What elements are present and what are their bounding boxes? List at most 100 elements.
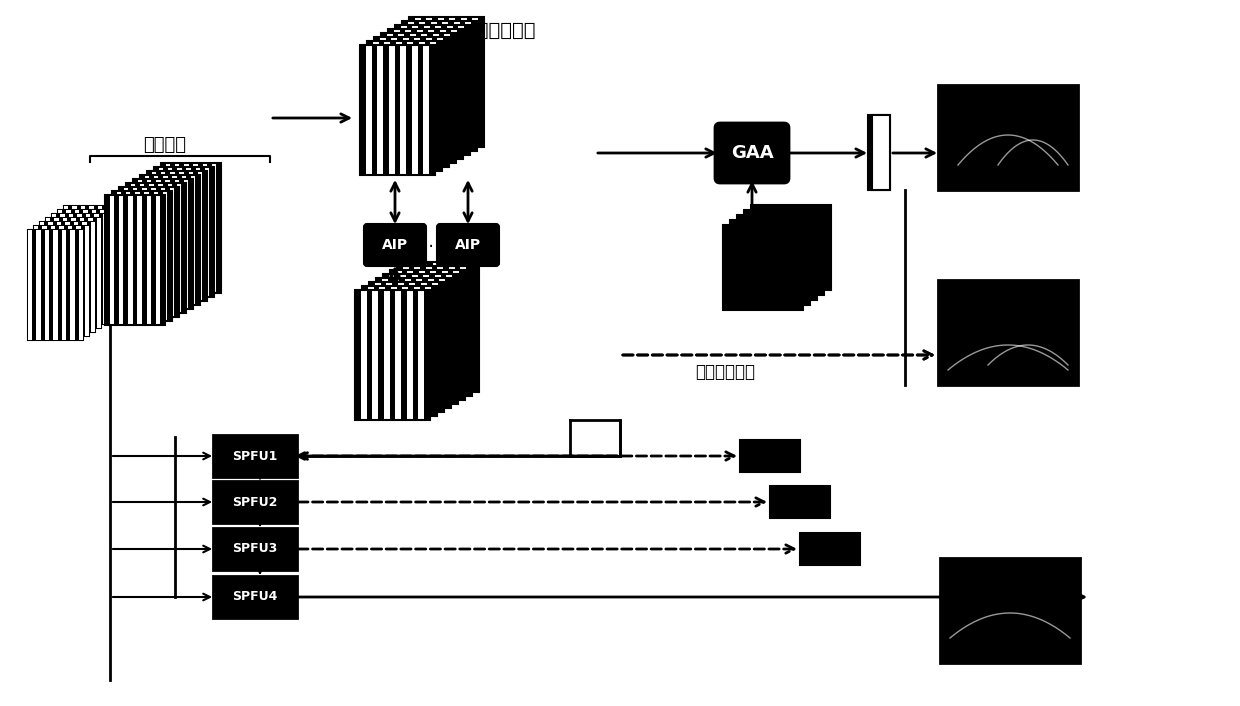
Bar (376, 278, 451, 408)
Bar (172, 183, 177, 313)
Bar (355, 290, 430, 420)
Bar (86, 214, 91, 324)
Bar (130, 191, 135, 321)
FancyBboxPatch shape (213, 435, 298, 477)
Bar (412, 29, 417, 159)
Bar (391, 41, 396, 171)
Bar (374, 37, 449, 167)
Bar (399, 278, 404, 408)
Bar (381, 33, 456, 163)
Text: SPFU1: SPFU1 (232, 450, 278, 462)
Bar (119, 187, 179, 317)
Bar (427, 282, 433, 412)
Bar (146, 187, 151, 317)
Bar (418, 25, 424, 155)
Bar (872, 115, 890, 190)
Bar (180, 163, 184, 293)
Bar (374, 37, 379, 167)
Bar (179, 179, 184, 309)
Bar (424, 41, 430, 171)
Bar (360, 45, 366, 175)
Bar (397, 266, 403, 396)
Bar (46, 218, 51, 328)
Bar (161, 163, 166, 293)
Bar (464, 25, 470, 155)
Bar (33, 226, 38, 336)
Bar (103, 214, 107, 324)
Bar (67, 210, 71, 320)
Bar (74, 210, 79, 320)
Bar (119, 187, 124, 317)
Bar (126, 183, 130, 313)
Bar (458, 29, 463, 159)
Bar (94, 214, 98, 324)
Bar (396, 25, 401, 155)
Bar (198, 163, 202, 293)
Bar (404, 262, 409, 392)
Bar (402, 21, 408, 151)
Bar (413, 290, 418, 420)
Bar (445, 29, 451, 159)
Bar (466, 266, 472, 396)
Bar (66, 222, 69, 332)
Bar (413, 270, 419, 400)
Bar (115, 206, 119, 316)
Bar (62, 230, 66, 340)
Bar (135, 183, 140, 313)
Bar (405, 274, 412, 404)
Bar (188, 179, 193, 309)
Bar (154, 167, 215, 297)
Bar (200, 167, 205, 297)
Bar (175, 171, 180, 301)
Bar (404, 33, 410, 163)
Bar (133, 179, 138, 309)
Bar (64, 206, 68, 316)
Bar (420, 266, 425, 396)
Bar (84, 226, 89, 336)
Bar (217, 163, 221, 293)
Bar (40, 222, 45, 332)
Bar (453, 25, 459, 155)
Bar (42, 226, 47, 336)
Bar (159, 191, 162, 321)
Bar (443, 266, 449, 396)
Bar (409, 17, 484, 147)
Bar (391, 270, 396, 400)
Bar (420, 37, 425, 167)
Bar (48, 222, 52, 332)
Text: GAA: GAA (730, 144, 774, 162)
Bar (170, 179, 175, 309)
Bar (444, 17, 449, 147)
Bar (149, 175, 154, 305)
Bar (415, 262, 422, 392)
Bar (107, 206, 110, 316)
Bar (378, 41, 384, 171)
Bar (159, 175, 164, 305)
Bar (29, 230, 83, 340)
Bar (372, 45, 377, 175)
Bar (397, 286, 403, 416)
Bar (181, 183, 186, 313)
Bar (737, 215, 817, 300)
Bar (432, 17, 438, 147)
Bar (744, 210, 825, 295)
Bar (58, 210, 62, 320)
Bar (53, 230, 57, 340)
Bar (57, 222, 61, 332)
Bar (141, 195, 146, 325)
Bar (453, 274, 458, 404)
Bar (362, 286, 368, 416)
Bar (373, 286, 379, 416)
Bar (386, 37, 392, 167)
Bar (167, 175, 172, 305)
Bar (164, 167, 167, 297)
Text: 几何嵌入分支: 几何嵌入分支 (694, 363, 755, 381)
Bar (432, 37, 438, 167)
Bar (415, 33, 422, 163)
Bar (429, 274, 435, 404)
Bar (105, 195, 109, 325)
Bar (407, 25, 413, 155)
Bar (418, 45, 424, 175)
Bar (419, 286, 425, 416)
Bar (112, 191, 172, 321)
